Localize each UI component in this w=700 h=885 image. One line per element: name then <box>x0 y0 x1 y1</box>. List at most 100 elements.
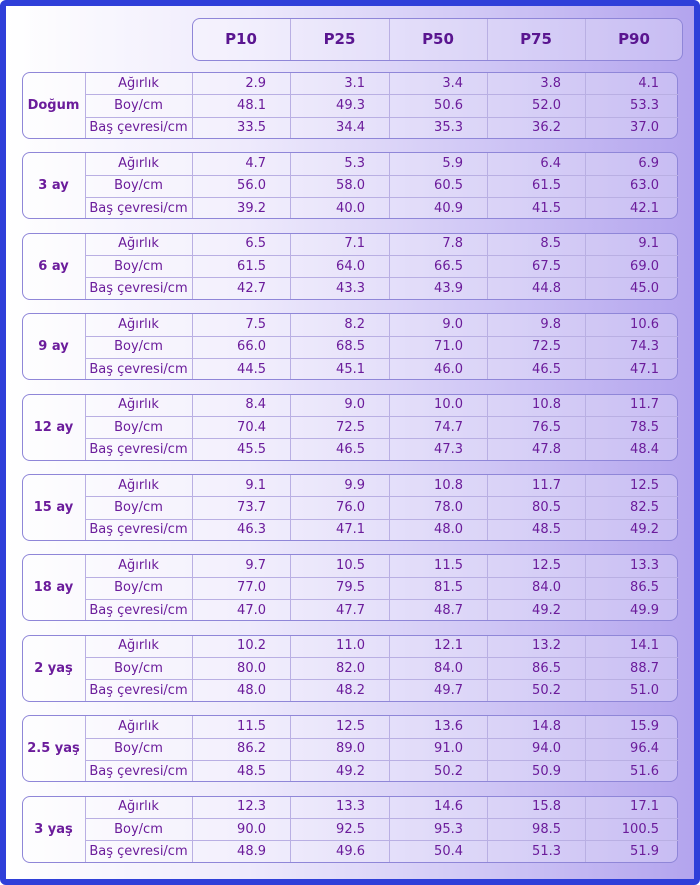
column-divider <box>585 73 586 138</box>
row-divider <box>85 817 678 819</box>
value-cell: 9.9 <box>344 477 365 493</box>
group-divider <box>85 555 86 621</box>
column-divider <box>290 394 291 460</box>
value-cell: 73.7 <box>237 499 266 515</box>
value-cell: 10.8 <box>532 397 561 413</box>
column-divider <box>290 314 291 380</box>
value-cell: 50.2 <box>532 683 561 699</box>
value-cell: 86.5 <box>630 580 659 596</box>
value-cell: 48.0 <box>237 683 266 699</box>
column-divider <box>389 233 390 299</box>
value-cell: 51.6 <box>630 763 659 779</box>
value-cell: 40.9 <box>434 200 463 216</box>
column-divider <box>585 475 586 540</box>
value-cell: 91.0 <box>434 741 463 757</box>
group-label: Doğum <box>27 98 80 113</box>
value-cell: 47.8 <box>532 441 561 457</box>
group-box <box>22 393 678 461</box>
value-cell: 86.2 <box>237 741 266 757</box>
measure-label: Boy/cm <box>114 499 163 515</box>
measure-label: Ağırlık <box>118 75 159 91</box>
value-cell: 9.0 <box>344 397 365 413</box>
group-label: 15 ay <box>33 500 74 515</box>
value-cell: 48.9 <box>237 843 266 859</box>
value-cell: 14.8 <box>532 718 561 734</box>
measure-label: Ağırlık <box>118 799 159 815</box>
value-cell: 7.5 <box>245 316 266 332</box>
value-cell: 77.0 <box>237 580 266 596</box>
value-cell: 45.0 <box>630 281 659 297</box>
measure-label: Boy/cm <box>114 660 163 676</box>
value-cell: 50.9 <box>532 763 561 779</box>
value-cell: 69.0 <box>630 258 659 274</box>
column-divider <box>290 716 291 782</box>
value-cell: 56.0 <box>237 178 266 194</box>
column-divider <box>290 635 291 701</box>
group-divider <box>85 314 86 380</box>
value-cell: 47.1 <box>336 522 365 538</box>
value-cell: 64.0 <box>336 258 365 274</box>
measure-label: Baş çevresi/cm <box>89 843 188 859</box>
value-cell: 7.8 <box>442 236 463 252</box>
column-divider <box>192 475 193 540</box>
column-divider <box>487 153 488 219</box>
column-divider <box>585 233 586 299</box>
value-cell: 51.3 <box>532 843 561 859</box>
value-cell: 48.5 <box>532 522 561 538</box>
row-divider <box>85 599 678 601</box>
column-divider <box>487 555 488 621</box>
value-cell: 36.2 <box>532 120 561 136</box>
value-cell: 48.1 <box>237 97 266 113</box>
column-divider <box>487 314 488 380</box>
value-cell: 8.2 <box>344 316 365 332</box>
group-divider <box>85 796 86 862</box>
value-cell: 79.5 <box>336 580 365 596</box>
value-cell: 52.0 <box>532 97 561 113</box>
row-divider <box>85 174 678 176</box>
group-divider <box>85 635 86 701</box>
value-cell: 9.1 <box>638 236 659 252</box>
value-cell: 90.0 <box>237 821 266 837</box>
column-divider <box>389 475 390 540</box>
value-cell: 95.3 <box>434 821 463 837</box>
value-cell: 49.3 <box>336 97 365 113</box>
column-divider <box>192 153 193 219</box>
value-cell: 41.5 <box>532 200 561 216</box>
row-divider <box>85 277 678 279</box>
measure-label: Ağırlık <box>118 558 159 574</box>
column-divider <box>389 314 390 380</box>
value-cell: 58.0 <box>336 178 365 194</box>
value-cell: 92.5 <box>336 821 365 837</box>
value-cell: 78.0 <box>434 499 463 515</box>
value-cell: 81.5 <box>434 580 463 596</box>
value-cell: 11.7 <box>630 397 659 413</box>
column-divider <box>585 394 586 460</box>
value-cell: 2.9 <box>245 75 266 91</box>
column-divider <box>290 19 291 60</box>
group-divider <box>85 153 86 219</box>
group-box <box>22 554 678 622</box>
value-cell: 49.6 <box>336 843 365 859</box>
column-divider <box>192 555 193 621</box>
measure-label: Boy/cm <box>114 258 163 274</box>
value-cell: 13.2 <box>532 638 561 654</box>
row-divider <box>85 255 678 257</box>
column-header: P90 <box>618 30 650 48</box>
measure-label: Ağırlık <box>118 236 159 252</box>
value-cell: 48.4 <box>630 441 659 457</box>
row-divider <box>85 679 678 681</box>
value-cell: 6.9 <box>638 156 659 172</box>
measure-label: Baş çevresi/cm <box>89 120 188 136</box>
value-cell: 11.5 <box>237 718 266 734</box>
column-divider <box>192 716 193 782</box>
row-divider <box>85 415 678 417</box>
measure-label: Ağırlık <box>118 638 159 654</box>
value-cell: 4.1 <box>638 75 659 91</box>
value-cell: 96.4 <box>630 741 659 757</box>
value-cell: 9.7 <box>245 558 266 574</box>
measure-label: Boy/cm <box>114 97 163 113</box>
column-divider <box>585 796 586 862</box>
value-cell: 72.5 <box>532 339 561 355</box>
value-cell: 94.0 <box>532 741 561 757</box>
group-box <box>22 152 678 220</box>
